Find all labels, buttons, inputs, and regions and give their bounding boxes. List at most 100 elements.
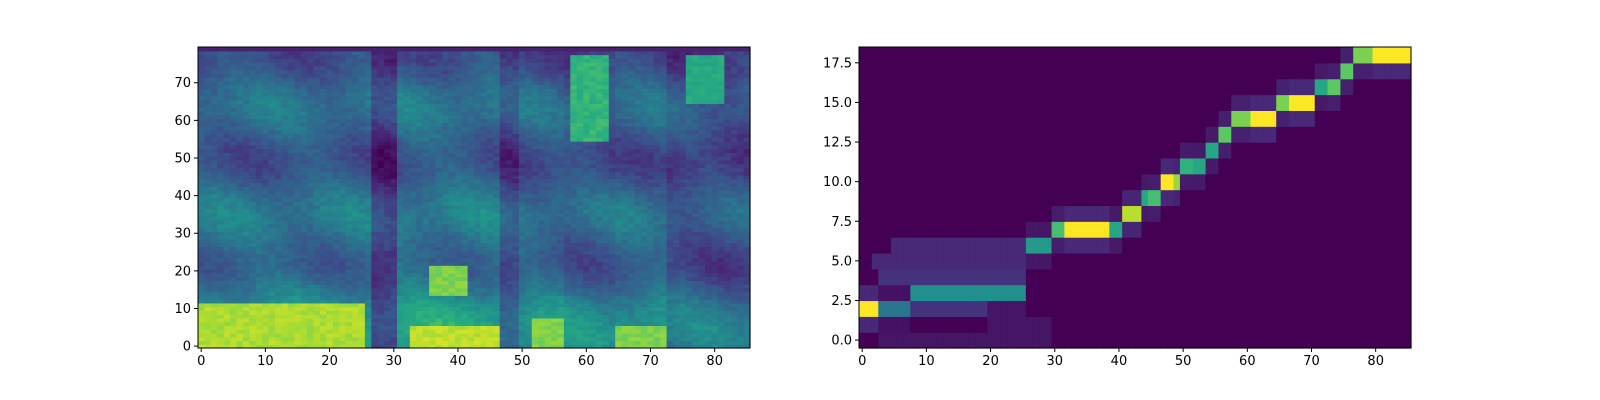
heatmap-cell bbox=[685, 220, 693, 225]
heatmap-cell bbox=[204, 220, 212, 225]
heatmap-cell bbox=[217, 306, 225, 311]
heatmap-cell bbox=[210, 291, 218, 296]
heatmap-cell bbox=[602, 325, 610, 330]
heatmap-cell bbox=[685, 238, 693, 244]
heatmap-cell bbox=[249, 186, 257, 191]
heatmap-cell bbox=[480, 306, 488, 311]
heatmap-cell bbox=[287, 325, 295, 330]
heatmap-cell bbox=[236, 242, 244, 248]
heatmap-cell bbox=[653, 265, 661, 270]
heatmap-cell bbox=[685, 141, 693, 146]
heatmap-cell bbox=[486, 321, 494, 327]
heatmap-cell bbox=[679, 178, 687, 184]
heatmap-cell bbox=[486, 265, 494, 270]
heatmap-cell bbox=[294, 144, 302, 150]
heatmap-cell bbox=[371, 295, 379, 300]
heatmap-cell bbox=[506, 268, 514, 274]
heatmap-cell bbox=[743, 129, 751, 135]
heatmap-cell bbox=[531, 141, 539, 146]
heatmap-cell bbox=[339, 261, 347, 266]
heatmap-cell bbox=[621, 284, 629, 289]
heatmap-cell bbox=[634, 205, 642, 210]
heatmap-cell bbox=[685, 178, 693, 184]
heatmap-cell bbox=[724, 205, 732, 210]
heatmap-cell bbox=[275, 223, 283, 229]
heatmap-cell bbox=[467, 257, 475, 263]
heatmap-cell bbox=[737, 287, 745, 293]
heatmap-cell bbox=[435, 336, 443, 342]
heatmap-cell bbox=[223, 287, 231, 293]
heatmap-cell bbox=[223, 242, 231, 248]
heatmap-cell bbox=[563, 133, 571, 138]
heatmap-cell bbox=[287, 257, 295, 263]
heatmap-cell bbox=[615, 148, 623, 153]
heatmap-cell bbox=[467, 178, 475, 184]
heatmap-cell bbox=[287, 295, 295, 300]
heatmap-cell bbox=[583, 156, 591, 161]
heatmap-cell bbox=[230, 317, 238, 323]
heatmap-cell bbox=[685, 163, 693, 168]
heatmap-cell bbox=[326, 295, 334, 300]
heatmap-cell bbox=[429, 189, 437, 195]
heatmap-cell bbox=[518, 178, 526, 184]
heatmap-cell bbox=[287, 284, 295, 289]
heatmap-cell bbox=[371, 261, 379, 266]
heatmap-cell bbox=[730, 141, 738, 146]
heatmap-cell bbox=[602, 268, 610, 274]
heatmap-cell bbox=[217, 197, 225, 202]
heatmap-cell bbox=[640, 295, 648, 300]
heatmap-cell bbox=[647, 231, 655, 236]
heatmap-cell bbox=[730, 171, 738, 176]
heatmap-cell bbox=[339, 265, 347, 270]
heatmap-cell bbox=[409, 212, 417, 217]
heatmap-cell bbox=[300, 137, 308, 142]
heatmap-cell bbox=[461, 220, 469, 225]
heatmap-cell bbox=[262, 174, 270, 180]
heatmap-cell bbox=[705, 189, 713, 195]
heatmap-cell bbox=[551, 216, 559, 221]
heatmap-cell bbox=[525, 137, 533, 142]
heatmap-cell bbox=[538, 306, 546, 311]
heatmap-cell bbox=[390, 321, 398, 327]
heatmap-cell bbox=[345, 212, 353, 217]
heatmap-cell bbox=[332, 344, 340, 349]
heatmap-cell bbox=[692, 268, 700, 274]
heatmap-cell bbox=[384, 325, 392, 330]
heatmap-cell bbox=[570, 144, 578, 150]
heatmap-cell bbox=[647, 171, 655, 176]
heatmap-cell bbox=[236, 329, 244, 334]
heatmap-cell bbox=[390, 325, 398, 330]
heatmap-cell bbox=[448, 317, 456, 323]
heatmap-cell bbox=[416, 189, 424, 195]
heatmap-cell bbox=[672, 291, 680, 296]
heatmap-cell bbox=[685, 332, 693, 338]
heatmap-cell bbox=[384, 220, 392, 225]
heatmap-cell bbox=[563, 141, 571, 146]
heatmap-cell bbox=[589, 329, 597, 334]
heatmap-cell bbox=[666, 148, 674, 153]
heatmap-cell bbox=[384, 302, 392, 308]
heatmap-cell bbox=[672, 332, 680, 338]
heatmap-cell bbox=[615, 186, 623, 191]
heatmap-cell bbox=[724, 148, 732, 153]
heatmap-cell bbox=[319, 242, 327, 248]
heatmap-cell bbox=[653, 227, 661, 232]
heatmap-cell bbox=[615, 238, 623, 244]
heatmap-cell bbox=[518, 246, 526, 251]
heatmap-cell bbox=[403, 223, 411, 229]
heatmap-cell bbox=[724, 284, 732, 289]
heatmap-cell bbox=[493, 137, 501, 142]
heatmap-cell bbox=[692, 235, 700, 240]
heatmap-cell bbox=[717, 272, 725, 278]
heatmap-cell bbox=[634, 141, 642, 146]
heatmap-cell bbox=[583, 272, 591, 278]
heatmap-cell bbox=[198, 163, 206, 168]
heatmap-cell bbox=[396, 242, 404, 248]
heatmap-cell bbox=[474, 253, 482, 259]
heatmap-cell bbox=[294, 208, 302, 214]
heatmap-cell bbox=[319, 284, 327, 289]
heatmap-cell bbox=[223, 332, 231, 338]
heatmap-cell bbox=[403, 284, 411, 289]
heatmap-cell bbox=[352, 223, 360, 229]
heatmap-cell bbox=[544, 141, 552, 146]
